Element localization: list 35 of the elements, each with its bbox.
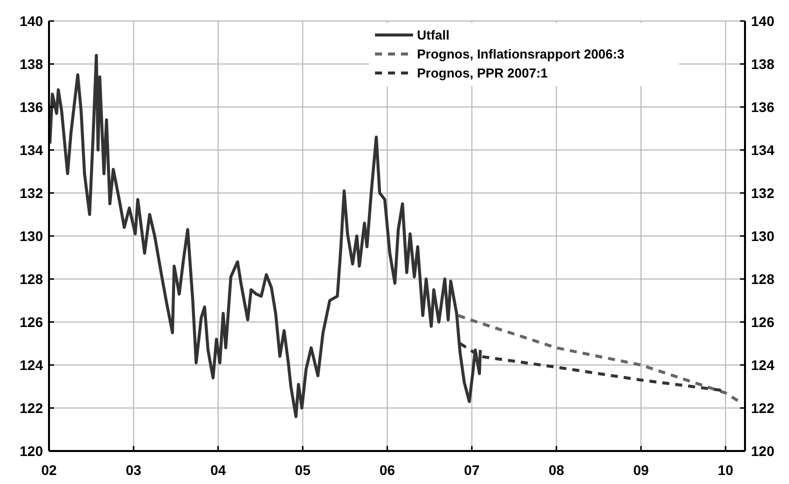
y2-tick-label: 140 (751, 12, 775, 29)
y2-tick-label: 128 (751, 270, 775, 287)
line-series (456, 314, 741, 404)
y2-tick-label: 132 (751, 184, 775, 201)
y-tick-label: 138 (20, 56, 44, 72)
x-tick-label: 04 (210, 462, 226, 478)
y-tick-label: 136 (20, 98, 44, 115)
y-tick-label: 124 (20, 356, 44, 373)
legend-label: Prognos, PPR 2007:1 (417, 66, 548, 81)
x-tick-label: 08 (548, 462, 564, 478)
y-tick-label: 122 (20, 400, 44, 416)
y-tick-label: 130 (20, 228, 44, 244)
x-tick-label: 03 (126, 462, 142, 478)
y-tick-label: 126 (20, 314, 44, 330)
y-tick-label: 134 (20, 142, 44, 158)
y-tick-label: 132 (20, 184, 44, 201)
legend-label: Prognos, Inflationsrapport 2006:3 (417, 46, 624, 62)
y2-tick-label: 134 (751, 142, 775, 158)
x-tick-label: 05 (294, 462, 311, 478)
y-tick-label: 120 (20, 442, 44, 459)
y2-tick-label: 120 (751, 442, 775, 459)
y2-tick-label: 130 (751, 228, 775, 244)
x-tick-label: 06 (379, 462, 396, 478)
y2-tick-label: 126 (751, 314, 775, 330)
y-tick-label: 140 (20, 12, 44, 29)
y2-tick-label: 124 (751, 356, 775, 373)
y2-tick-label: 136 (751, 98, 775, 115)
x-tick-label: 07 (464, 462, 480, 478)
y-tick-label: 128 (20, 270, 44, 287)
x-tick-label: 10 (718, 462, 734, 478)
y2-tick-label: 122 (751, 400, 775, 416)
y2-tick-label: 138 (751, 56, 775, 72)
x-tick-label: 02 (41, 462, 57, 478)
legend-label: Utfall (417, 28, 450, 43)
x-tick-label: 09 (633, 462, 649, 478)
